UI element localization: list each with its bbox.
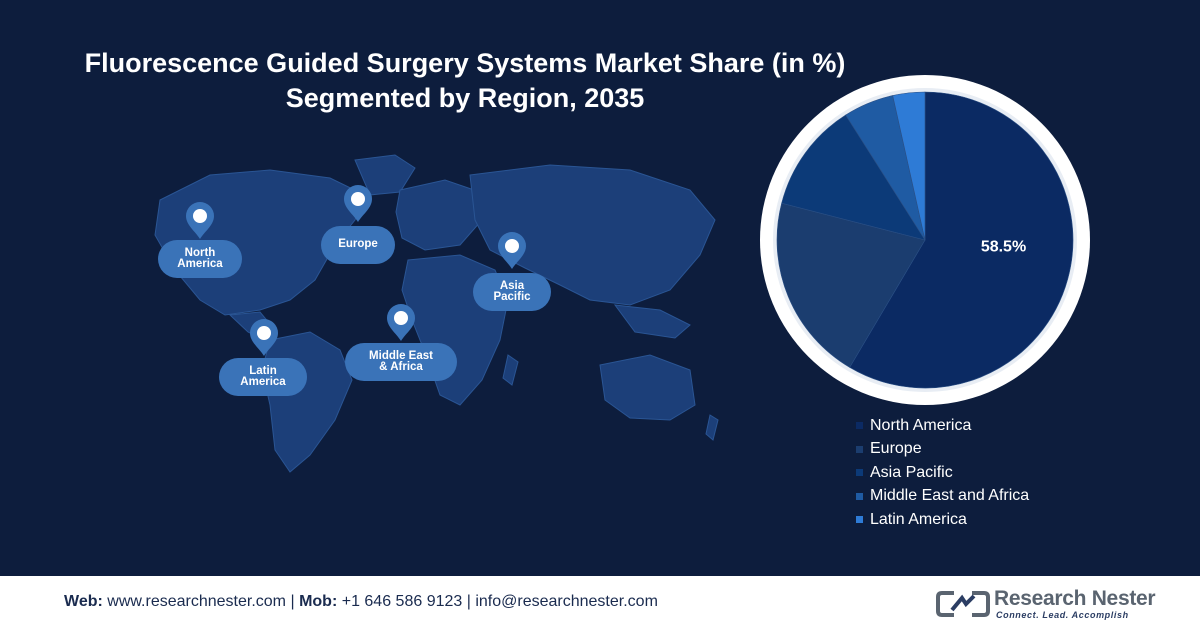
pie-chart: 58.5% xyxy=(760,75,1090,405)
brand-logo: Research Nester Connect. Lead. Accomplis… xyxy=(936,586,1176,620)
map-australia xyxy=(599,354,696,421)
legend-item: Middle East and Africa xyxy=(856,485,1029,509)
pie-slice xyxy=(892,91,926,241)
legend-item: Latin America xyxy=(856,508,1029,532)
map-new-zealand xyxy=(705,414,719,441)
phone-number: +1 646 586 9123 xyxy=(341,593,463,610)
region-label-europe: Europe xyxy=(321,226,395,264)
map-pin-icon xyxy=(498,232,526,269)
legend-swatch xyxy=(856,516,863,524)
pie-slice xyxy=(849,91,1074,389)
legend-item: Asia Pacific xyxy=(856,461,1029,485)
title-line-1: Fluorescence Guided Surgery Systems Mark… xyxy=(84,48,846,78)
brand-name: Research Nester xyxy=(994,587,1156,610)
legend-swatch xyxy=(856,469,863,477)
pie-data-label: 58.5% xyxy=(981,238,1026,255)
email-link[interactable]: info@researchnester.com xyxy=(475,593,658,610)
map-madagascar xyxy=(502,354,519,386)
pie-slice xyxy=(776,202,926,368)
title-line-2: Segmented by Region, 2035 xyxy=(285,83,645,113)
footer: Web: www.researchnester.com | Mob: +1 64… xyxy=(0,576,1200,628)
map-europe xyxy=(395,179,483,251)
region-label-middle-east-africa: Middle East & Africa xyxy=(345,343,457,381)
brand-tagline: Connect. Lead. Accomplish xyxy=(996,610,1129,620)
legend-item: Europe xyxy=(856,438,1029,462)
contact-info: Web: www.researchnester.com | Mob: +1 64… xyxy=(64,593,658,610)
chart-title: Fluorescence Guided Surgery Systems Mark… xyxy=(0,46,930,116)
region-label-latin-america: Latin America xyxy=(219,358,307,396)
map-pin-icon xyxy=(186,202,214,239)
web-link[interactable]: www.researchnester.com xyxy=(107,593,286,610)
region-label-asia-pacific: Asia Pacific xyxy=(473,273,551,311)
map-pin-icon xyxy=(250,319,278,356)
region-label-north-america: North America xyxy=(158,240,242,278)
world-map xyxy=(154,154,719,473)
map-asia xyxy=(469,164,716,306)
legend-swatch xyxy=(856,422,863,430)
legend-swatch xyxy=(856,492,863,500)
map-southeast-asia xyxy=(613,304,691,339)
map-pin-icon xyxy=(387,304,415,341)
research-nester-logo-icon xyxy=(936,591,990,617)
map-pin-icon xyxy=(344,185,372,222)
legend-swatch xyxy=(856,445,863,453)
pie-slice xyxy=(781,114,926,241)
legend-item: North America xyxy=(856,414,1029,438)
chart-legend: North America Europe Asia Pacific Middle… xyxy=(856,414,1029,532)
